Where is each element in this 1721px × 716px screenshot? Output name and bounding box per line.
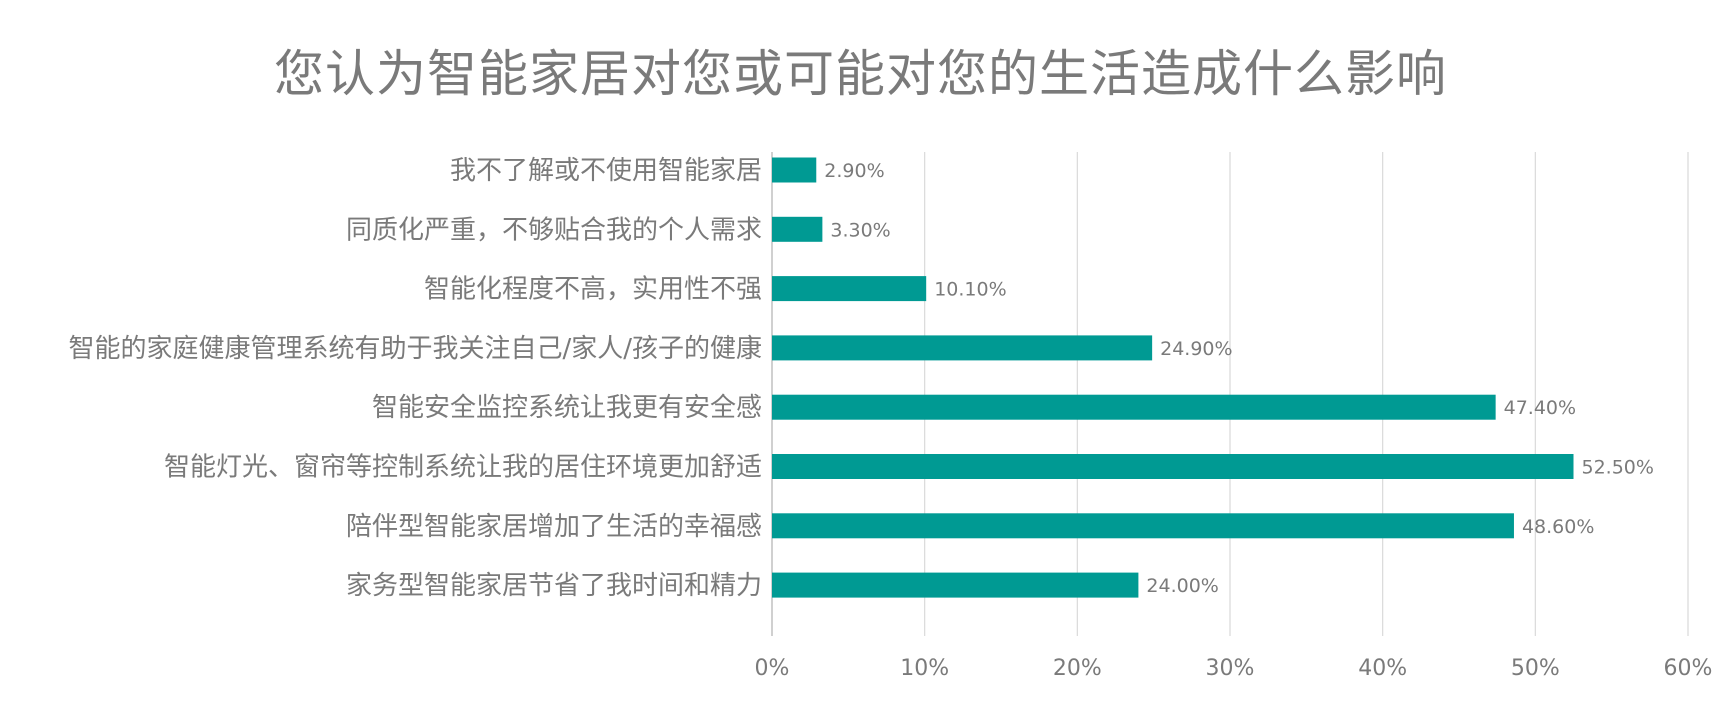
grid-lines [771,152,1689,636]
bar [772,335,1153,361]
x-tick-label: 20% [1053,656,1102,681]
x-tick-label: 50% [1511,656,1560,681]
category-label: 智能化程度不高，实用性不强 [424,275,762,305]
data-label: 24.90% [1160,338,1232,360]
bar [772,572,1139,598]
data-label: 52.50% [1582,457,1654,479]
category-label: 智能灯光、窗帘等控制系统让我的居住环境更加舒适 [164,453,762,483]
chart-title: 您认为智能家居对您或可能对您的生活造成什么影响 [274,45,1447,103]
data-label: 10.10% [934,279,1006,301]
bar [772,513,1514,539]
x-axis-ticks: 0% 10% 20% 30% 40% 50% 60% [755,656,1713,681]
category-labels: 我不了解或不使用智能家居同质化严重，不够贴合我的个人需求智能化程度不高，实用性不… [68,156,762,601]
x-tick-label: 60% [1664,656,1713,681]
bar [772,454,1574,479]
category-label: 同质化严重，不够贴合我的个人需求 [346,215,762,245]
category-label: 我不了解或不使用智能家居 [450,156,762,186]
category-label: 智能的家庭健康管理系统有助于我关注自己/家人/孩子的健康 [68,334,762,364]
x-tick-label: 40% [1358,656,1407,681]
data-label: 47.40% [1504,397,1576,419]
bar [772,276,927,302]
bar [772,157,817,183]
data-label: 24.00% [1146,575,1218,597]
data-label: 3.30% [830,219,890,241]
x-tick-label: 30% [1206,656,1255,681]
bar [772,394,1496,420]
data-label: 48.60% [1522,516,1594,538]
bar [772,216,823,242]
bars [772,157,1574,598]
data-label: 2.90% [824,160,884,182]
x-tick-label: 10% [900,656,949,681]
x-tick-label: 0% [755,656,790,681]
category-label: 家务型智能家居节省了我时间和精力 [346,571,762,601]
data-labels: 2.90% 3.30% 10.10% 24.90% 47.40% 52.50% 48.60%… [824,160,1654,597]
category-label: 陪伴型智能家居增加了生活的幸福感 [346,512,762,542]
category-label: 智能安全监控系统让我更有安全感 [372,393,762,423]
